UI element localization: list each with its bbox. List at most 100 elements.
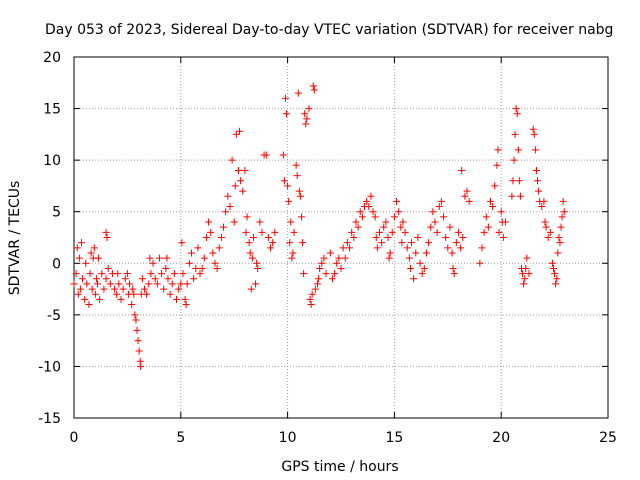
data-point: [115, 280, 123, 288]
data-point: [239, 187, 247, 195]
data-point: [160, 285, 168, 293]
data-point: [371, 213, 379, 221]
data-point: [384, 234, 392, 241]
data-point: [309, 82, 317, 90]
data-point: [73, 244, 81, 252]
data-point: [100, 285, 108, 293]
data-point: [454, 228, 462, 236]
data-point: [363, 197, 371, 205]
data-point: [102, 228, 110, 236]
data-point: [356, 208, 364, 216]
data-point: [427, 223, 435, 231]
data-point: [288, 254, 296, 262]
data-point: [463, 187, 471, 195]
data-point: [92, 275, 100, 283]
data-point: [431, 218, 439, 226]
data-point: [369, 208, 377, 216]
data-point: [296, 192, 304, 200]
data-point: [559, 197, 567, 205]
data-point: [414, 234, 422, 241]
data-point: [269, 239, 277, 247]
data-point: [556, 239, 564, 247]
data-point: [348, 228, 356, 236]
data-point: [254, 264, 262, 272]
data-point: [514, 146, 522, 154]
data-point: [290, 228, 298, 236]
data-point: [126, 280, 134, 288]
data-point: [231, 182, 239, 190]
data-point: [531, 146, 539, 154]
data-point: [247, 285, 255, 293]
data-point: [123, 270, 131, 278]
data-point: [179, 270, 187, 278]
data-point: [183, 280, 191, 288]
data-point: [509, 177, 517, 185]
data-point: [341, 254, 349, 262]
axis-ticks: 0 5 10 15 20 25 -15 -10 -5 0 5 10 15 20: [38, 50, 617, 446]
data-point: [418, 270, 426, 278]
data-point: [198, 264, 206, 272]
y-tick-label: -10: [38, 359, 61, 375]
data-point: [501, 218, 509, 226]
data-point: [354, 223, 362, 231]
data-point: [390, 213, 398, 221]
data-point: [271, 228, 279, 236]
data-point: [553, 275, 561, 283]
data-point: [76, 285, 84, 293]
data-point: [182, 301, 190, 309]
data-point: [88, 285, 96, 293]
data-point: [163, 254, 171, 262]
data-point: [104, 264, 112, 272]
x-axis-label: GPS time / hours: [281, 459, 398, 475]
data-point: [442, 234, 450, 241]
data-point: [459, 234, 467, 241]
data-point: [158, 270, 166, 278]
data-point: [476, 259, 484, 267]
data-point: [301, 110, 309, 118]
data-point: [200, 254, 208, 262]
data-point: [489, 203, 497, 211]
data-point: [77, 239, 85, 247]
data-point: [541, 218, 549, 226]
data-point: [74, 290, 82, 298]
data-point: [187, 249, 195, 257]
data-point: [393, 197, 401, 205]
data-point: [448, 249, 456, 257]
data-point: [510, 156, 518, 164]
data-point: [133, 326, 141, 334]
data-point: [137, 362, 145, 370]
data-point: [119, 285, 127, 293]
data-point: [72, 270, 80, 278]
data-point: [550, 264, 558, 272]
data-point: [245, 239, 253, 247]
data-point: [82, 259, 90, 267]
data-point: [248, 254, 256, 262]
data-point: [316, 264, 324, 272]
data-point: [307, 301, 315, 309]
data-point: [435, 203, 443, 211]
data-point: [262, 151, 270, 159]
data-point: [437, 197, 445, 205]
data-point: [132, 316, 140, 324]
data-point: [499, 234, 507, 241]
data-point: [495, 228, 503, 236]
data-point: [213, 264, 221, 272]
data-point: [173, 295, 181, 303]
data-point: [147, 270, 155, 278]
data-point: [529, 125, 537, 133]
data-point: [234, 166, 242, 174]
data-point: [508, 192, 516, 200]
data-point: [385, 254, 393, 262]
data-point: [358, 213, 366, 221]
data-point: [284, 182, 292, 190]
data-point: [111, 285, 119, 293]
chart-title: Day 053 of 2023, Sidereal Day-to-day VTE…: [45, 22, 613, 38]
data-point: [530, 130, 538, 138]
data-point: [70, 280, 78, 288]
data-point: [83, 280, 91, 288]
data-point: [226, 203, 234, 211]
data-point: [151, 275, 159, 283]
data-point: [177, 280, 185, 288]
data-point: [81, 295, 89, 303]
data-point: [416, 259, 424, 267]
